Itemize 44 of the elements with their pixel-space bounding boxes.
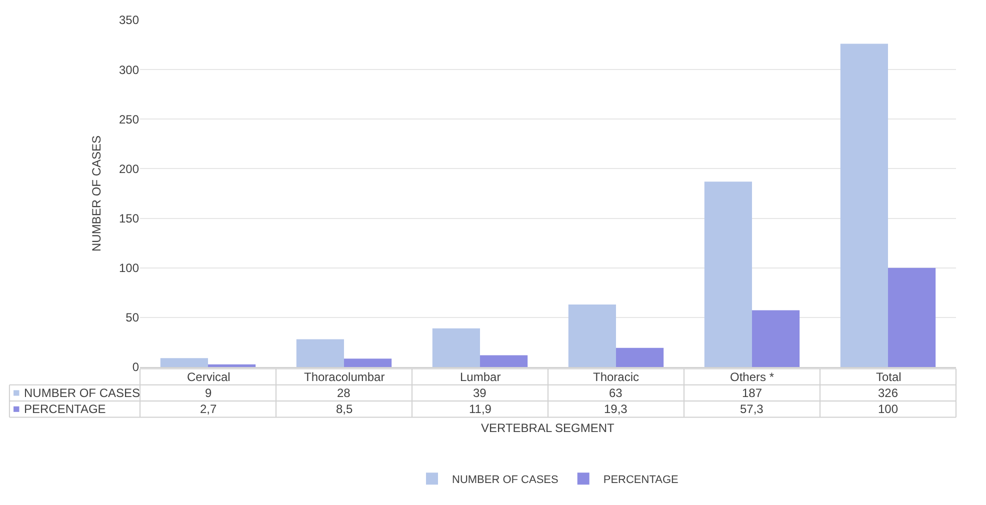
data-label: 57,3	[740, 402, 764, 416]
bar	[616, 348, 664, 367]
y-tick-label: 150	[118, 211, 140, 226]
data-label: 11,9	[469, 402, 492, 416]
bar	[344, 358, 392, 367]
bar	[888, 268, 936, 367]
bar	[704, 182, 752, 367]
data-label: 19,3	[604, 402, 628, 416]
y-tick-label: 200	[118, 162, 140, 176]
data-label: 9	[205, 386, 212, 400]
text: PERCENTAGE	[24, 402, 106, 416]
data-label: 326	[878, 386, 898, 400]
bar	[568, 304, 616, 367]
bar	[432, 328, 480, 367]
y-tick-label: 100	[118, 261, 140, 276]
text: NUMBER OF CASES	[452, 474, 558, 486]
y-tick-label: 50	[126, 310, 140, 325]
x-tick-label: Others *	[730, 370, 774, 384]
data-label: 2,7	[200, 402, 218, 416]
y-tick-label: 250	[118, 112, 140, 126]
bar	[208, 364, 256, 367]
data-label: 100	[878, 402, 898, 416]
x-tick-label: Total	[876, 370, 902, 384]
data-label: 8,5	[336, 402, 354, 416]
data-label: 63	[609, 386, 623, 400]
data-label: 187	[742, 386, 762, 400]
x-tick-label: Thoracolumbar	[304, 370, 385, 384]
bar	[752, 310, 800, 367]
data-label: 39	[473, 386, 487, 400]
bar	[840, 44, 888, 367]
bar	[480, 355, 528, 367]
x-tick-label: Thoracic	[593, 370, 640, 384]
x-axis-title: VERTEBRAL SEGMENT	[481, 421, 616, 435]
x-tick-label: Lumbar	[460, 370, 501, 384]
x-tick-label: Cervical	[187, 370, 230, 384]
legend-label: PERCENTAGE	[603, 474, 678, 486]
y-axis-title: NUMBER OF CASES	[89, 135, 104, 252]
bar	[296, 339, 344, 367]
data-label: 28	[337, 386, 351, 400]
y-tick-label: 0	[132, 360, 140, 374]
bar	[160, 358, 208, 367]
y-tick-label: 350	[118, 13, 140, 28]
y-tick-label: 300	[118, 62, 140, 77]
legend-label: NUMBER OF CASES	[24, 386, 140, 400]
